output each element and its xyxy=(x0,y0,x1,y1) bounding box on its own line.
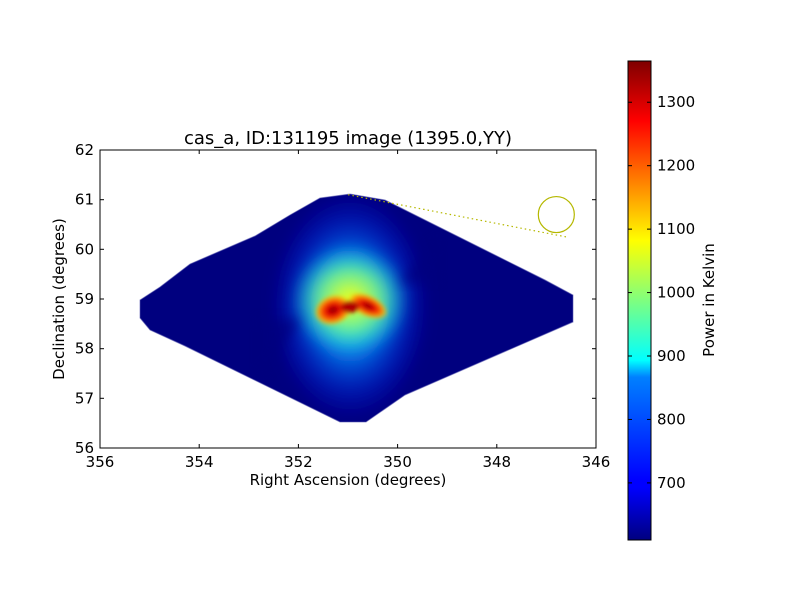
source-lobe-left xyxy=(315,295,351,325)
y-tick-label: 60 xyxy=(75,240,94,258)
x-axis-label: Right Ascension (degrees) xyxy=(250,471,447,489)
y-tick-label: 58 xyxy=(75,340,94,358)
y-tick-label: 62 xyxy=(75,141,94,159)
marker-circle xyxy=(537,195,575,234)
colorbar: 700 800 900 1000 1100 1200 1300 Power in Kelvi… xyxy=(627,60,718,541)
x-tick-label: 348 xyxy=(482,453,511,471)
colorbar-tick-label: 1300 xyxy=(657,93,695,111)
footprint-edge xyxy=(139,193,574,423)
x-axis: 356 354 352 350 348 346 Right Ascension … xyxy=(86,150,611,489)
dark-wedge-right xyxy=(400,236,440,282)
source-lobe-right xyxy=(349,293,387,319)
colorbar-tick-label: 1200 xyxy=(657,157,695,175)
source-peak xyxy=(315,293,387,325)
y-tick-label: 59 xyxy=(75,290,94,308)
dotted-line xyxy=(347,194,567,238)
colorbar-label: Power in Kelvin xyxy=(700,243,718,357)
colorbar-tick-label: 700 xyxy=(657,474,686,492)
colorbar-tick-label: 800 xyxy=(657,410,686,428)
y-tick-label: 61 xyxy=(75,191,94,209)
y-tick-label: 57 xyxy=(75,389,94,407)
source-core xyxy=(341,301,359,313)
colorbar-ticks: 700 800 900 1000 1100 1200 1300 xyxy=(628,93,695,492)
y-axis-label: Declination (degrees) xyxy=(50,218,68,380)
colorbar-tick-label: 1000 xyxy=(657,284,695,302)
plot-area: 356 354 352 350 348 346 Right Ascension … xyxy=(50,141,610,489)
colorbar-tick-label: 900 xyxy=(657,347,686,365)
colorbar-tick-label: 1100 xyxy=(657,220,695,238)
colorbar-frame xyxy=(627,60,652,541)
dark-wedge-left xyxy=(258,320,300,380)
chart-title: cas_a, ID:131195 image (1395.0,YY) xyxy=(184,128,512,149)
y-axis: 56 57 58 59 60 61 62 Declination (degree… xyxy=(50,141,596,457)
x-tick-label: 350 xyxy=(383,453,412,471)
x-tick-label: 352 xyxy=(284,453,313,471)
x-tick-label: 346 xyxy=(582,453,611,471)
colorbar-fill xyxy=(628,61,651,540)
y-tick-label: 56 xyxy=(75,439,94,457)
x-tick-label: 354 xyxy=(185,453,214,471)
x-tick-label: 356 xyxy=(86,453,115,471)
